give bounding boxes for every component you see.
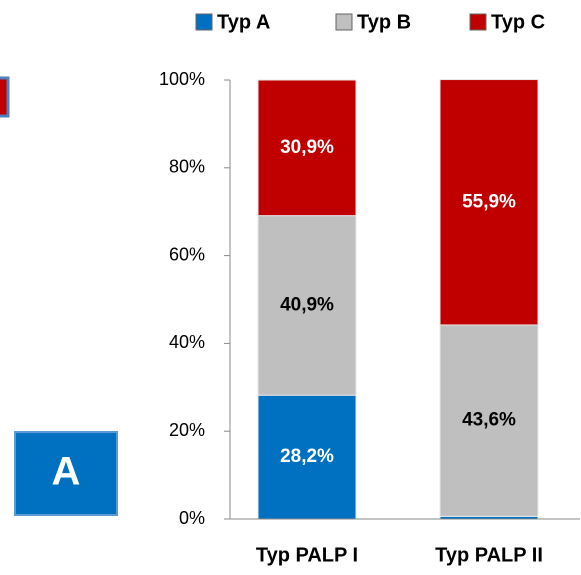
value-label: 30,9% <box>280 137 334 158</box>
value-label: 55,9% <box>462 191 516 212</box>
bar-segment <box>257 215 357 396</box>
legend-label: Typ C <box>491 11 545 33</box>
value-label: 40,9% <box>280 294 334 315</box>
legend-swatch <box>335 13 353 31</box>
y-tick-label: 0% <box>179 508 205 528</box>
x-tick-label: Typ PALP I <box>256 544 358 566</box>
y-tick-label: 40% <box>169 332 205 352</box>
value-label: 28,2% <box>280 446 334 467</box>
y-tick-label: 100% <box>159 69 205 89</box>
panel-label-box <box>14 431 118 516</box>
legend-swatch <box>195 13 213 31</box>
panel-label: A <box>52 450 81 494</box>
bar-segment <box>257 394 357 520</box>
y-tick-label: 60% <box>169 244 205 264</box>
bar-segment <box>257 79 357 217</box>
cropped-label-box <box>0 76 10 118</box>
bar-segment <box>439 79 539 326</box>
y-tick-label: 20% <box>169 420 205 440</box>
legend-label: Typ B <box>357 11 411 33</box>
value-label: 43,6% <box>462 410 516 431</box>
y-tick-label: 80% <box>169 157 205 177</box>
bar-segment <box>439 324 539 517</box>
legend-label: Typ A <box>217 11 270 33</box>
legend-swatch <box>469 13 487 31</box>
x-tick-label: Typ PALP II <box>435 544 543 566</box>
